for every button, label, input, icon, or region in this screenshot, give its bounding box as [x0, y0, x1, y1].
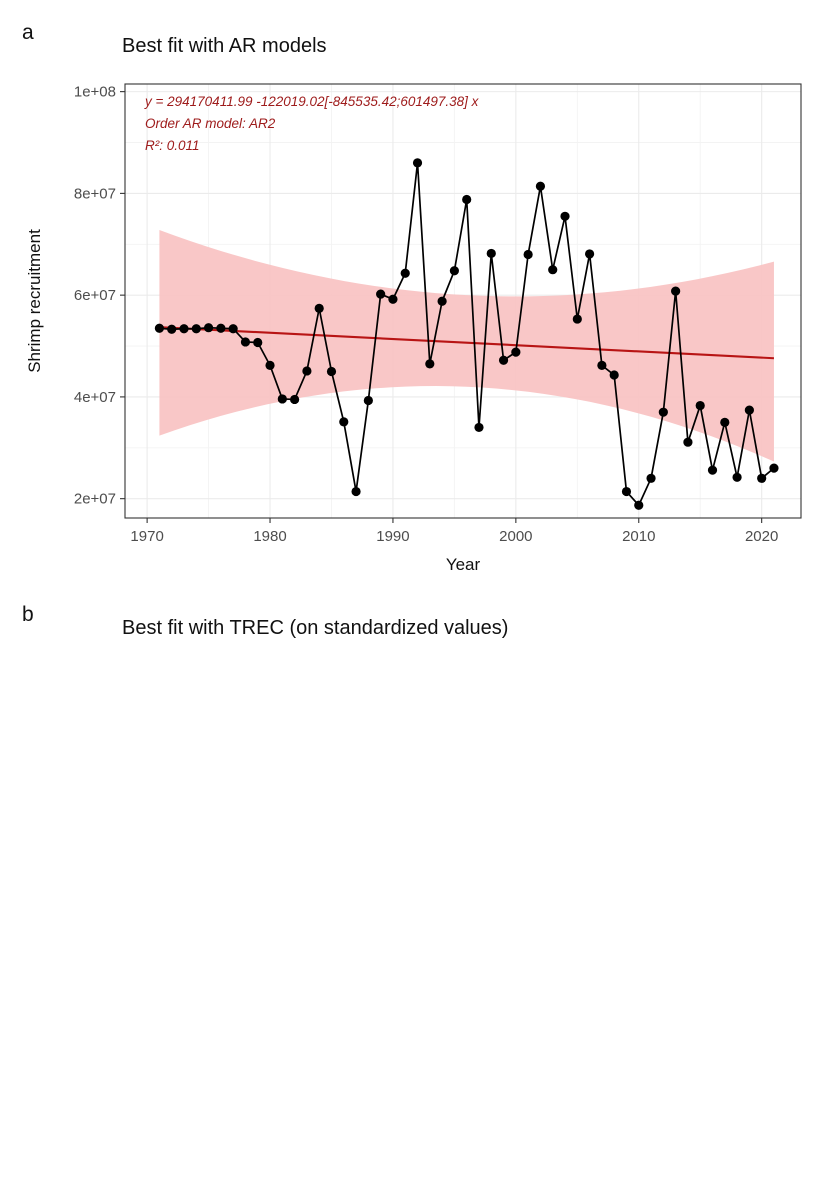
data-point [585, 249, 595, 259]
panel-a-tag: a [22, 21, 34, 44]
data-point [523, 249, 533, 260]
data-point [253, 337, 263, 348]
data-point [191, 324, 201, 334]
x-tick-label: 1980 [253, 528, 286, 545]
data-point [658, 407, 668, 417]
data-point [290, 394, 300, 405]
data-point [720, 417, 730, 427]
data-point [228, 324, 238, 334]
axis-group: 2e+07 4e+07 6e+07 8e+07 1e+08 1970 1980 1990 200… [74, 84, 778, 545]
data-point [646, 473, 656, 483]
data-point [609, 370, 619, 380]
y-axis-title: Shrimp recruitment [25, 229, 44, 373]
y-tick-label: 8e+07 [74, 185, 116, 202]
data-point [314, 303, 324, 313]
data-point [400, 268, 410, 278]
data-point [634, 500, 644, 510]
data-point [498, 355, 509, 365]
x-tick-label: 2010 [622, 528, 655, 545]
data-point [167, 324, 177, 334]
panel-a-plot: 2e+07 4e+07 6e+07 8e+07 1e+08 1970 1980 1990 200… [25, 83, 802, 574]
data-point [179, 324, 189, 334]
data-point [462, 194, 472, 205]
data-point [449, 266, 459, 276]
data-point [437, 296, 447, 306]
annotation-text: R²: 0.011 [145, 138, 200, 153]
data-point [474, 422, 484, 433]
data-point [277, 394, 287, 404]
data-point [154, 323, 165, 333]
series-points-group [154, 158, 779, 510]
data-point [511, 347, 521, 357]
data-point [548, 265, 558, 275]
data-point [363, 395, 373, 406]
data-point [265, 360, 275, 370]
data-point [302, 366, 312, 376]
x-tick-label: 2000 [499, 528, 532, 545]
data-point [671, 286, 681, 296]
data-point [707, 465, 718, 475]
annotation-text: y = 294170411.99 -122019.02[-845535.42;6… [144, 94, 480, 109]
panel-b-title: Best fit with TREC (on standardized valu… [122, 617, 509, 639]
data-point [572, 314, 582, 324]
y-tick-label: 6e+07 [74, 287, 116, 304]
x-tick-label: 2020 [745, 528, 778, 545]
data-point [621, 486, 632, 497]
y-tick-label: 1e+08 [74, 84, 116, 101]
data-point [351, 486, 361, 497]
data-point [326, 366, 337, 377]
data-point [339, 417, 349, 427]
data-point [203, 323, 214, 333]
annotation-text: Order AR model: AR2 [145, 116, 276, 131]
data-point [744, 405, 754, 415]
x-axis-title: Year [446, 555, 481, 574]
panel-b-plot: -3-2-1012197019801990200020102020YearShr… [0, 590, 826, 1181]
data-point [732, 472, 742, 482]
data-point [240, 337, 251, 347]
data-point [535, 181, 546, 191]
data-point [560, 211, 570, 221]
data-point [376, 289, 386, 299]
panel-border [124, 83, 802, 519]
y-tick-label: 2e+07 [74, 491, 116, 508]
data-point [486, 248, 496, 259]
data-point [695, 400, 705, 411]
data-point [412, 158, 423, 168]
data-point [597, 360, 607, 370]
data-point [769, 463, 779, 473]
panel-a: a Best fit with AR models 2e+07 4e+07 6e+0… [0, 0, 826, 590]
x-tick-label: 1990 [376, 528, 409, 545]
data-point [388, 294, 398, 304]
x-tick-label: 1970 [130, 528, 163, 545]
panel-b-tag: b [22, 603, 34, 626]
data-point [425, 359, 435, 369]
data-point [216, 323, 226, 333]
panel-b: b Best fit with TREC (on standardized va… [0, 590, 826, 1181]
y-tick-label: 4e+07 [74, 389, 116, 406]
data-point [757, 473, 767, 483]
fit-trend-line [159, 326, 775, 360]
data-point [683, 437, 693, 447]
confidence-band [159, 230, 774, 462]
panel-a-title: Best fit with AR models [122, 35, 327, 57]
